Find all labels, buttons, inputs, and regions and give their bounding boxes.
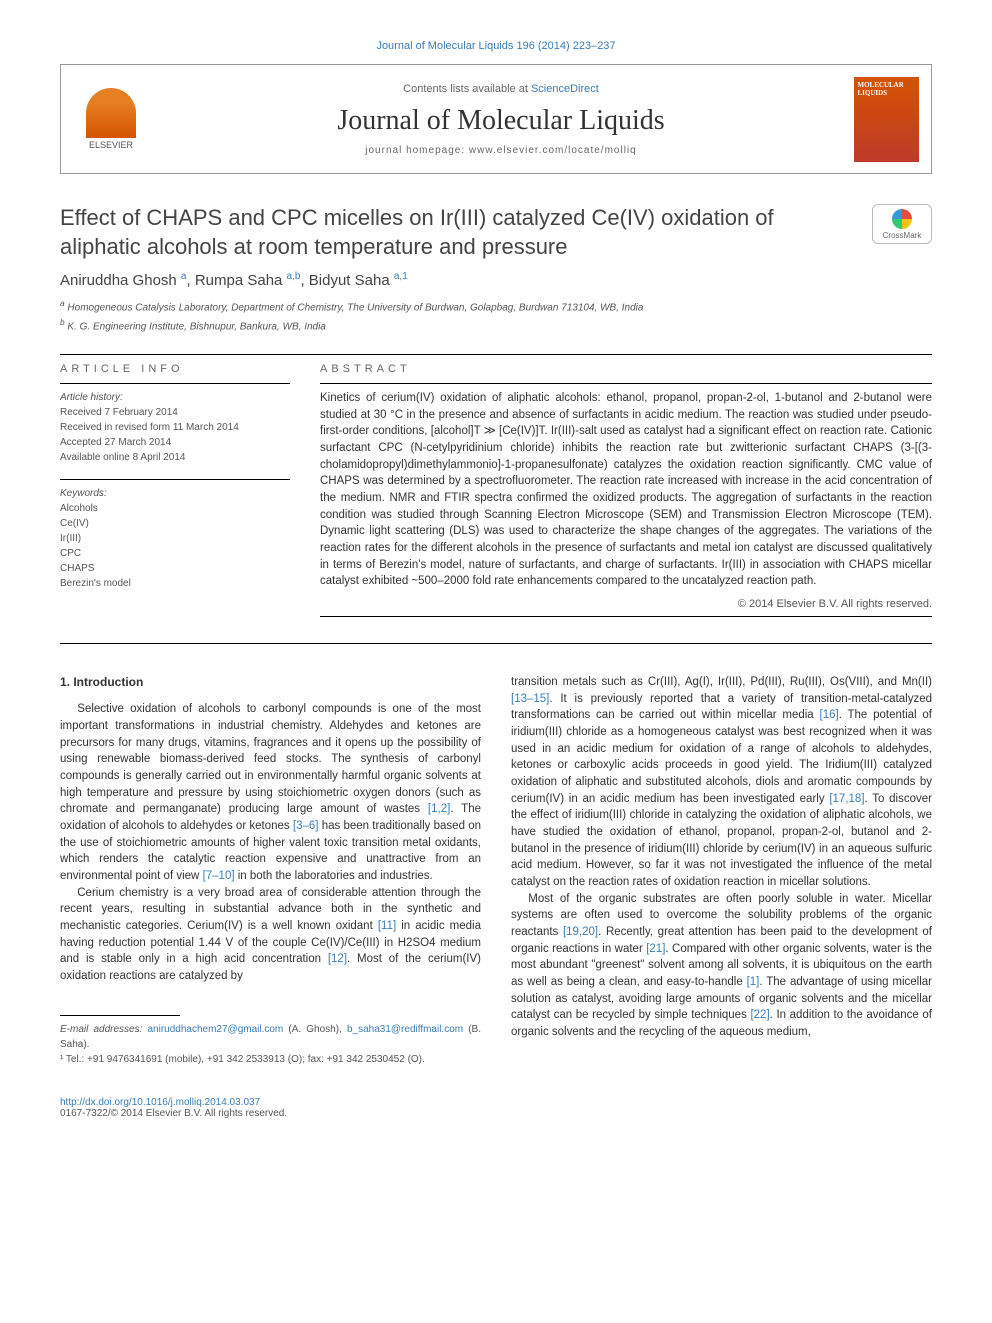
keyword: Berezin's model	[60, 576, 290, 591]
body-paragraph: Most of the organic substrates are often…	[511, 891, 932, 1041]
cover-line-1: MOLECULAR	[858, 81, 915, 89]
keyword: CPC	[60, 546, 290, 561]
crossmark-button[interactable]: CrossMark	[872, 204, 932, 244]
body-paragraph: Selective oxidation of alcohols to carbo…	[60, 701, 481, 884]
history-line: Received in revised form 11 March 2014	[60, 420, 290, 435]
affiliation-b: b K. G. Engineering Institute, Bishnupur…	[60, 316, 932, 334]
article-info-heading: ARTICLE INFO	[60, 363, 290, 375]
ref-link[interactable]: [12]	[328, 953, 347, 965]
left-column: 1. Introduction Selective oxidation of a…	[60, 674, 481, 1067]
keyword: CHAPS	[60, 561, 290, 576]
history-line: Available online 8 April 2014	[60, 450, 290, 465]
issn-copyright: 0167-7322/© 2014 Elsevier B.V. All right…	[60, 1108, 932, 1119]
contents-prefix: Contents lists available at	[403, 83, 531, 95]
info-abstract-row: ARTICLE INFO Article history: Received 7…	[60, 363, 932, 623]
affiliation-a: a Homogeneous Catalysis Laboratory, Depa…	[60, 297, 932, 315]
article-title: Effect of CHAPS and CPC micelles on Ir(I…	[60, 204, 852, 261]
title-row: Effect of CHAPS and CPC micelles on Ir(I…	[60, 204, 932, 261]
divider	[60, 643, 932, 644]
article-info-sidebar: ARTICLE INFO Article history: Received 7…	[60, 363, 290, 623]
footnote-divider	[60, 1015, 180, 1016]
article-history: Article history: Received 7 February 201…	[60, 390, 290, 465]
journal-citation-link[interactable]: Journal of Molecular Liquids 196 (2014) …	[60, 40, 932, 52]
body-paragraph: transition metals such as Cr(III), Ag(I)…	[511, 674, 932, 891]
header-center: Contents lists available at ScienceDirec…	[161, 65, 841, 173]
keyword: Alcohols	[60, 501, 290, 516]
journal-cover-area: MOLECULAR LIQUIDS	[841, 65, 931, 173]
publisher-logo-area: ELSEVIER	[61, 65, 161, 173]
elsevier-label: ELSEVIER	[89, 140, 133, 150]
bottom-block: http://dx.doi.org/10.1016/j.molliq.2014.…	[60, 1097, 932, 1119]
abstract-bottom-divider	[320, 616, 932, 617]
elsevier-tree-icon	[86, 88, 136, 138]
ref-link[interactable]: [7–10]	[203, 870, 235, 882]
keyword: Ce(IV)	[60, 516, 290, 531]
ref-link[interactable]: [22]	[750, 1009, 769, 1021]
ref-link[interactable]: [19,20]	[563, 926, 598, 938]
journal-header: ELSEVIER Contents lists available at Sci…	[60, 64, 932, 174]
abstract-divider	[320, 383, 932, 384]
footnote-emails: E-mail addresses: aniruddhachem27@gmail.…	[60, 1022, 481, 1052]
keywords-label: Keywords:	[60, 486, 290, 501]
ref-link[interactable]: [1,2]	[428, 803, 450, 815]
journal-name: Journal of Molecular Liquids	[171, 105, 831, 137]
history-label: Article history:	[60, 390, 290, 405]
affiliations: a Homogeneous Catalysis Laboratory, Depa…	[60, 297, 932, 334]
ref-link[interactable]: [21]	[646, 943, 665, 955]
copyright-line: © 2014 Elsevier B.V. All rights reserved…	[320, 598, 932, 610]
body-paragraph: Cerium chemistry is a very broad area of…	[60, 885, 481, 985]
keyword: Ir(III)	[60, 531, 290, 546]
email-link[interactable]: b_saha31@rediffmail.com	[347, 1024, 463, 1035]
page: Journal of Molecular Liquids 196 (2014) …	[0, 0, 992, 1159]
history-line: Accepted 27 March 2014	[60, 435, 290, 450]
history-line: Received 7 February 2014	[60, 405, 290, 420]
elsevier-logo[interactable]: ELSEVIER	[76, 79, 146, 159]
footnotes: E-mail addresses: aniruddhachem27@gmail.…	[60, 1022, 481, 1067]
footnote-tel: ¹ Tel.: +91 9476341691 (mobile), +91 342…	[60, 1052, 481, 1067]
crossmark-label: CrossMark	[883, 231, 922, 240]
sciencedirect-link[interactable]: ScienceDirect	[531, 83, 599, 95]
crossmark-icon	[892, 209, 912, 229]
ref-link[interactable]: [17,18]	[829, 793, 864, 805]
abstract-column: ABSTRACT Kinetics of cerium(IV) oxidatio…	[320, 363, 932, 623]
info-divider	[60, 383, 290, 384]
section-heading: 1. Introduction	[60, 674, 481, 691]
journal-homepage-link[interactable]: journal homepage: www.elsevier.com/locat…	[171, 145, 831, 156]
ref-link[interactable]: [16]	[820, 709, 839, 721]
ref-link[interactable]: [1]	[747, 976, 760, 988]
email-link[interactable]: aniruddhachem27@gmail.com	[147, 1024, 283, 1035]
doi-link[interactable]: http://dx.doi.org/10.1016/j.molliq.2014.…	[60, 1097, 260, 1108]
ref-link[interactable]: [13–15]	[511, 693, 549, 705]
abstract-heading: ABSTRACT	[320, 363, 932, 375]
body-columns: 1. Introduction Selective oxidation of a…	[60, 674, 932, 1067]
authors-list: Aniruddha Ghosh a, Rumpa Saha a,b, Bidyu…	[60, 271, 932, 289]
divider	[60, 354, 932, 355]
info-divider	[60, 479, 290, 480]
journal-cover-icon: MOLECULAR LIQUIDS	[854, 77, 919, 162]
ref-link[interactable]: [3–6]	[293, 820, 319, 832]
abstract-text: Kinetics of cerium(IV) oxidation of alip…	[320, 390, 932, 590]
right-column: transition metals such as Cr(III), Ag(I)…	[511, 674, 932, 1067]
keywords-block: Keywords: Alcohols Ce(IV) Ir(III) CPC CH…	[60, 486, 290, 591]
cover-line-2: LIQUIDS	[858, 89, 915, 97]
ref-link[interactable]: [11]	[378, 920, 396, 932]
contents-line: Contents lists available at ScienceDirec…	[171, 83, 831, 95]
